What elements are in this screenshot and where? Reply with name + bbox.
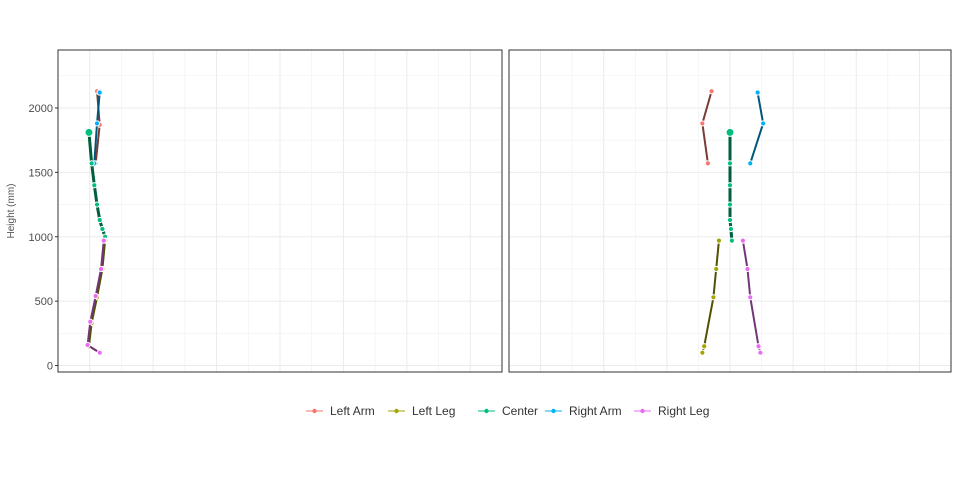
data-point-right-leg — [747, 294, 754, 301]
data-point-left-leg — [715, 237, 723, 244]
legend-item-left-leg: Left Leg — [388, 404, 455, 418]
y-tick-label: 500 — [35, 296, 53, 308]
data-point-center — [84, 127, 94, 137]
legend-key-point — [312, 408, 317, 414]
y-tick-label: 2000 — [29, 103, 53, 115]
legend: Left Arm Left Leg Center Right Arm Right Leg — [306, 404, 709, 418]
legend-label: Right Arm — [569, 404, 622, 418]
data-point-center — [726, 182, 734, 189]
data-point-right-arm — [754, 89, 761, 96]
data-point-right-leg — [84, 341, 91, 349]
legend-key-point — [551, 408, 556, 414]
legend-label: Left Leg — [412, 404, 455, 418]
data-point-right-leg — [92, 292, 99, 300]
panel-right-series — [699, 88, 767, 356]
data-point-center — [91, 182, 98, 189]
data-point-center — [726, 201, 734, 208]
data-point-right-leg — [744, 265, 751, 273]
data-point-center — [88, 160, 95, 167]
legend-item-center: Center — [478, 404, 538, 418]
legend-label: Right Leg — [658, 404, 709, 418]
panel-left-border — [57, 49, 503, 373]
legend-item-right-arm: Right Arm — [545, 404, 622, 418]
data-point-right-leg — [97, 265, 105, 273]
data-point-left-arm — [704, 160, 712, 167]
panel-right-border — [508, 49, 952, 373]
panel-left-grid — [58, 50, 502, 372]
y-tick-label: 1000 — [29, 232, 53, 244]
legend-key-point — [394, 408, 399, 414]
data-point-left-leg — [701, 343, 708, 350]
data-point-left-leg — [713, 265, 720, 273]
y-tick-label: 0 — [47, 361, 53, 373]
data-point-right-leg — [87, 318, 94, 325]
data-point-left-leg — [710, 294, 717, 301]
data-point-left-arm — [699, 120, 706, 127]
data-point-center — [726, 216, 734, 224]
data-point-right-arm — [747, 160, 754, 167]
data-point-center — [96, 216, 103, 224]
data-point-center — [725, 127, 735, 137]
data-point-right-leg — [757, 349, 764, 356]
data-point-center — [727, 225, 735, 233]
legend-key-point — [640, 408, 645, 414]
data-point-center — [99, 225, 106, 233]
data-point-right-leg — [755, 343, 762, 350]
data-point-right-leg — [100, 237, 107, 244]
panel-left-series — [84, 88, 109, 356]
data-point-center — [728, 237, 735, 244]
legend-item-left-arm: Left Arm — [306, 404, 375, 418]
legend-item-right-leg: Right Leg — [634, 404, 709, 418]
y-axis-title: Height (mm) — [6, 183, 17, 238]
legend-key-point — [484, 408, 489, 414]
data-point-left-arm — [708, 88, 715, 95]
panel-right — [508, 49, 952, 373]
panel-left: 0 500 1000 1500 2000 — [29, 49, 503, 373]
data-point-center — [93, 201, 101, 208]
data-point-right-arm — [93, 120, 101, 127]
legend-label: Left Arm — [330, 404, 375, 418]
data-point-right-arm — [760, 120, 767, 127]
y-axis: 0 500 1000 1500 2000 — [29, 103, 58, 373]
data-point-center — [726, 160, 734, 167]
y-tick-label: 1500 — [29, 167, 53, 179]
data-point-right-arm — [96, 89, 103, 96]
data-point-right-leg — [739, 237, 746, 244]
data-point-right-leg — [96, 349, 103, 356]
legend-label: Center — [502, 404, 538, 418]
data-point-left-leg — [699, 349, 706, 356]
